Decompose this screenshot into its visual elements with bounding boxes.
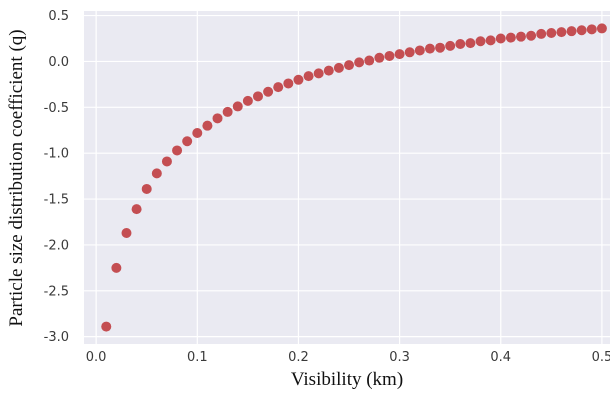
data-point <box>293 74 304 85</box>
y-tick-label: -0.5 <box>44 101 69 116</box>
data-point <box>344 60 355 71</box>
data-point <box>576 25 587 36</box>
data-point <box>303 71 314 82</box>
data-point <box>384 50 395 61</box>
data-point <box>121 228 132 238</box>
data-point <box>394 49 405 60</box>
data-point <box>475 36 486 47</box>
data-points <box>101 23 607 332</box>
data-point <box>182 136 193 147</box>
y-tick-label: 0.0 <box>48 55 69 70</box>
data-point <box>283 78 294 89</box>
data-point <box>172 145 183 156</box>
data-point <box>252 91 263 102</box>
data-point <box>374 52 385 63</box>
data-point <box>323 65 334 76</box>
data-point <box>354 57 365 68</box>
data-point <box>202 120 213 131</box>
y-axis-label: Particle size distribution coefficient (… <box>6 29 27 326</box>
data-point <box>586 24 597 35</box>
data-point <box>495 33 506 44</box>
x-tick-label: 0.2 <box>288 350 309 365</box>
tick-labels: 0.0 0.1 0.2 0.3 0.4 0.5 0.5 0.0 -0.5 -1.0 -1.5 -2.0… <box>44 9 610 365</box>
data-point <box>536 28 547 39</box>
data-point <box>546 28 557 39</box>
grid <box>84 11 610 344</box>
y-tick-label: -1.5 <box>44 193 69 208</box>
y-tick-label: -1.0 <box>44 147 69 162</box>
x-tick-label: 0.1 <box>187 350 208 365</box>
data-point <box>414 45 425 56</box>
y-tick-label: -2.5 <box>44 284 69 299</box>
data-point <box>515 31 526 42</box>
data-point <box>364 55 375 66</box>
data-point <box>333 62 344 73</box>
data-point <box>445 40 456 51</box>
data-point <box>566 26 577 37</box>
data-point <box>465 38 476 49</box>
x-tick-label: 0.0 <box>86 350 107 365</box>
data-point <box>404 47 415 58</box>
data-point <box>131 204 142 215</box>
data-point <box>526 30 537 41</box>
data-point <box>455 39 466 50</box>
y-tick-label: -2.0 <box>44 238 69 253</box>
data-point <box>192 128 203 139</box>
data-point <box>232 101 243 112</box>
data-point <box>485 35 496 46</box>
x-axis-label: Visibility (km) <box>291 369 403 390</box>
data-point <box>212 113 223 124</box>
data-point <box>242 95 253 106</box>
data-point <box>435 42 446 53</box>
y-tick-label: 0.5 <box>48 9 69 24</box>
data-point <box>505 32 516 43</box>
data-point <box>424 43 435 54</box>
data-point <box>596 23 607 34</box>
data-point <box>263 86 274 97</box>
data-point <box>313 68 324 79</box>
y-tick-label: -3.0 <box>44 330 69 345</box>
data-point <box>161 156 172 167</box>
data-point <box>556 27 567 38</box>
data-point <box>222 106 233 117</box>
data-point <box>111 262 122 273</box>
x-tick-label: 0.4 <box>490 350 511 365</box>
data-point <box>151 168 162 179</box>
data-point <box>273 82 284 93</box>
x-tick-label: 0.5 <box>592 350 610 365</box>
x-tick-label: 0.3 <box>389 350 410 365</box>
data-point <box>101 321 112 332</box>
data-point <box>141 183 152 194</box>
